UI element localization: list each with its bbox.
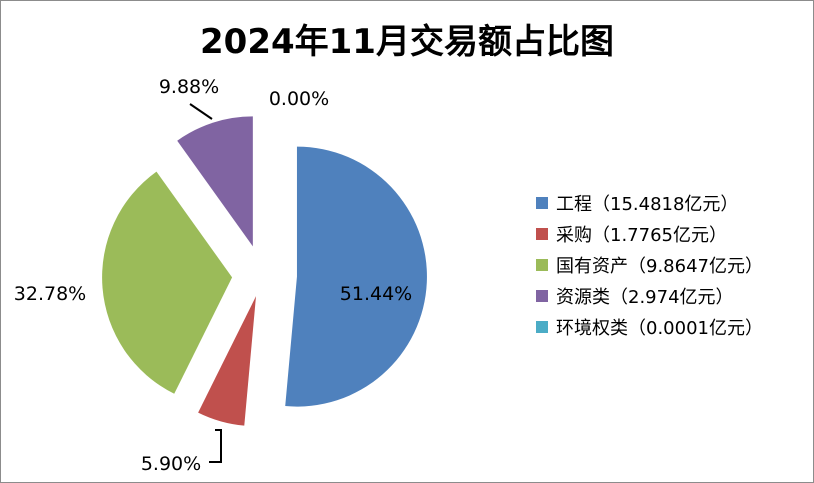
pie-slice-0	[285, 146, 427, 407]
legend-swatch-4	[536, 321, 548, 333]
legend-label-1: 采购（1.7765亿元）	[556, 225, 727, 246]
pie-slice-1	[198, 296, 257, 426]
legend-label-3: 资源类（2.974亿元）	[556, 287, 734, 308]
pie-slice-3	[177, 116, 253, 247]
data-label-3: 9.88%	[159, 76, 219, 98]
data-label-4: 0.00%	[269, 88, 329, 110]
legend-swatch-2	[536, 259, 548, 271]
data-label-1: 5.90%	[141, 453, 201, 475]
legend-swatch-0	[536, 197, 548, 209]
chart-title: 2024年11月交易额占比图	[200, 22, 614, 62]
data-label-0: 51.44%	[340, 283, 412, 305]
legend-swatch-3	[536, 290, 548, 302]
data-label-2: 32.78%	[14, 283, 86, 305]
pie-slice-2	[102, 171, 233, 394]
legend-label-4: 环境权类（0.0001亿元）	[556, 318, 763, 339]
legend-label-0: 工程（15.4818亿元）	[556, 194, 738, 215]
leader-line-3	[189, 103, 213, 120]
legend-swatch-1	[536, 228, 548, 240]
leader-line-1	[209, 429, 222, 463]
legend-label-2: 国有资产（9.8647亿元）	[556, 256, 763, 277]
